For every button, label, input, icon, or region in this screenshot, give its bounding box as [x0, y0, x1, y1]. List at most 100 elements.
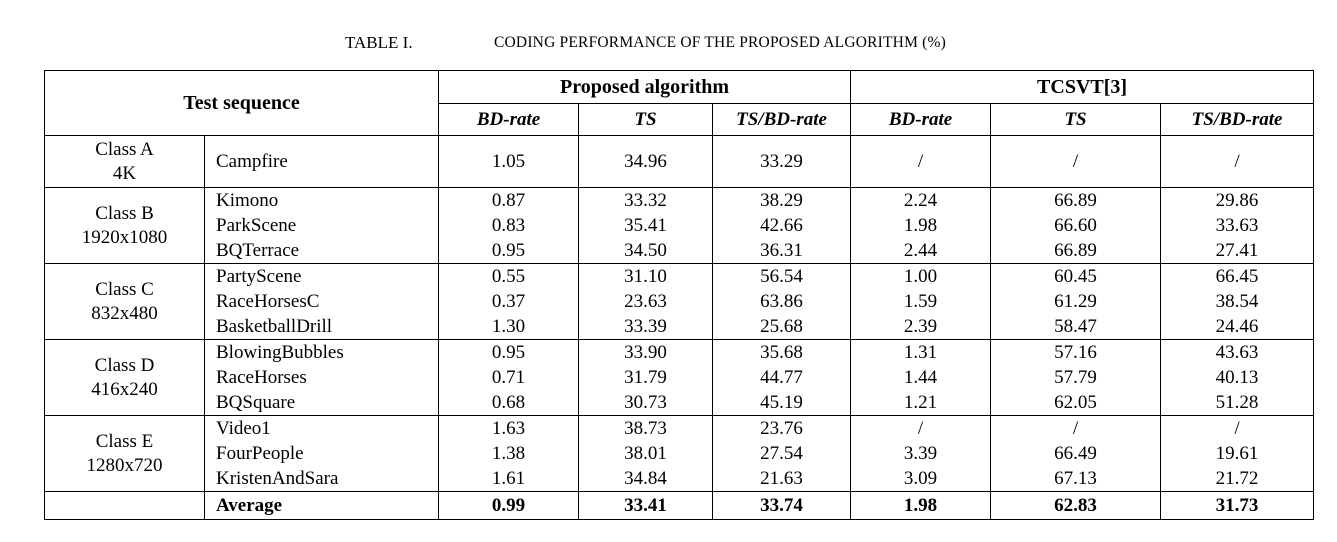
sequence-name: FourPeople — [203, 441, 440, 466]
table-row: Class C 832x480 PartyScene 0.55 31.10 56.… — [44, 263, 1315, 340]
class-cell: Class D 416x240 — [44, 339, 205, 416]
value-cell: 30.73 — [578, 390, 714, 416]
sequence-name: BasketballDrill — [203, 314, 440, 340]
average-value: 31.73 — [1160, 491, 1315, 520]
value-cell: 66.89 — [990, 238, 1162, 264]
value-cell: 56.54 — [712, 263, 852, 289]
value-cell: 31.79 — [578, 365, 714, 390]
value-cell: 27.41 — [1160, 238, 1315, 264]
subheader-ts-bd-rate: TS/BD-rate — [712, 103, 852, 136]
value-cell: 24.46 — [1160, 314, 1315, 340]
header-proposed-algorithm: Proposed algorithm — [438, 70, 852, 104]
value-cell: 38.73 — [578, 415, 714, 441]
sequence-name: Campfire — [203, 135, 440, 188]
average-value: 33.74 — [712, 491, 852, 520]
value-cell: 21.72 — [1160, 466, 1315, 492]
value-cell: 0.37 — [438, 289, 580, 314]
value-cell: 43.63 — [1160, 339, 1315, 365]
value-cell: 0.95 — [438, 339, 580, 365]
class-cell: Class C 832x480 — [44, 263, 205, 340]
value-cell: 1.44 — [850, 365, 992, 390]
value-cell: 33.63 — [1160, 213, 1315, 238]
value-cell: 34.84 — [578, 466, 714, 492]
value-cell: 45.19 — [712, 390, 852, 416]
value-cell: 3.39 — [850, 441, 992, 466]
sequence-name: Kimono — [203, 187, 440, 213]
value-cell: 0.87 — [438, 187, 580, 213]
value-cell: 1.63 — [438, 415, 580, 441]
class-cell: Class B 1920x1080 — [44, 187, 205, 264]
subheader-ts: TS — [990, 103, 1162, 136]
average-value: 33.41 — [578, 491, 714, 520]
table-row: BQSquare 0.68 30.73 45.19 1.21 62.05 51.… — [45, 390, 1315, 416]
table-row: Class E 1280x720 Video1 1.63 38.73 23.76 … — [44, 415, 1315, 492]
value-cell: 1.00 — [850, 263, 992, 289]
value-cell: 66.49 — [990, 441, 1162, 466]
empty-cell — [44, 491, 205, 520]
average-label: Average — [203, 491, 440, 520]
value-cell: 67.13 — [990, 466, 1162, 492]
value-cell: 66.89 — [990, 187, 1162, 213]
value-cell: 57.16 — [990, 339, 1162, 365]
class-cell: Class A 4K — [44, 135, 205, 188]
subheader-bd-rate: BD-rate — [850, 103, 992, 136]
subheader-ts: TS — [578, 103, 714, 136]
value-cell: 35.41 — [578, 213, 714, 238]
value-cell: 19.61 — [1160, 441, 1315, 466]
value-cell: 34.50 — [578, 238, 714, 264]
sequence-name: BQSquare — [203, 390, 440, 416]
sequence-name: ParkScene — [203, 213, 440, 238]
value-cell: 61.29 — [990, 289, 1162, 314]
value-cell: 0.71 — [438, 365, 580, 390]
sequence-name: RaceHorses — [203, 365, 440, 390]
sequence-name: RaceHorsesC — [203, 289, 440, 314]
table-row: BQTerrace 0.95 34.50 36.31 2.44 66.89 27… — [45, 238, 1315, 264]
sequence-name: BlowingBubbles — [203, 339, 440, 365]
value-cell: 2.24 — [850, 187, 992, 213]
value-cell: 1.38 — [438, 441, 580, 466]
value-cell: 36.31 — [712, 238, 852, 264]
value-cell: 33.32 — [578, 187, 714, 213]
value-cell: 34.96 — [578, 135, 714, 188]
header-test-sequence: Test sequence — [43, 70, 440, 136]
table-row: RaceHorsesC 0.37 23.63 63.86 1.59 61.29 … — [45, 289, 1315, 314]
sequence-name: KristenAndSara — [203, 466, 440, 492]
value-cell: 29.86 — [1160, 187, 1315, 213]
value-cell: 1.21 — [850, 390, 992, 416]
value-cell: 33.90 — [578, 339, 714, 365]
table-label: TABLE I. — [345, 33, 413, 52]
subheader-ts-bd-rate: TS/BD-rate — [1160, 103, 1315, 136]
value-cell: 2.39 — [850, 314, 992, 340]
table-row: ParkScene 0.83 35.41 42.66 1.98 66.60 33… — [45, 213, 1315, 238]
value-cell: / — [850, 135, 992, 188]
value-cell: 1.30 — [438, 314, 580, 340]
value-cell: 1.59 — [850, 289, 992, 314]
table-caption: TABLE I. CODING PERFORMANCE OF THE PROPO… — [0, 31, 1337, 55]
table-row: Class B 1920x1080 Kimono 0.87 33.32 38.29… — [44, 187, 1315, 264]
average-row: Average 0.99 33.41 33.74 1.98 62.83 31.7… — [44, 491, 1315, 520]
sequence-name: PartyScene — [203, 263, 440, 289]
sequence-name: BQTerrace — [203, 238, 440, 264]
value-cell: 38.29 — [712, 187, 852, 213]
value-cell: 0.95 — [438, 238, 580, 264]
coding-performance-table: Test sequence Proposed algorithm TCSVT[3… — [43, 70, 1315, 520]
value-cell: 38.01 — [578, 441, 714, 466]
value-cell: 66.45 — [1160, 263, 1315, 289]
class-cell: Class E 1280x720 — [44, 415, 205, 492]
value-cell: 21.63 — [712, 466, 852, 492]
value-cell: 33.39 — [578, 314, 714, 340]
value-cell: / — [990, 135, 1162, 188]
value-cell: 3.09 — [850, 466, 992, 492]
value-cell: / — [850, 415, 992, 441]
value-cell: 0.68 — [438, 390, 580, 416]
value-cell: 31.10 — [578, 263, 714, 289]
average-value: 1.98 — [850, 491, 992, 520]
value-cell: 23.76 — [712, 415, 852, 441]
header-tcsvt: TCSVT[3] — [850, 70, 1315, 104]
table-row: Class D 416x240 BlowingBubbles 0.95 33.90… — [44, 339, 1315, 416]
value-cell: 66.60 — [990, 213, 1162, 238]
table-title: CODING PERFORMANCE OF THE PROPOSED ALGOR… — [494, 34, 946, 51]
value-cell: / — [990, 415, 1162, 441]
table-row: KristenAndSara 1.61 34.84 21.63 3.09 67.… — [45, 466, 1315, 492]
value-cell: 1.61 — [438, 466, 580, 492]
